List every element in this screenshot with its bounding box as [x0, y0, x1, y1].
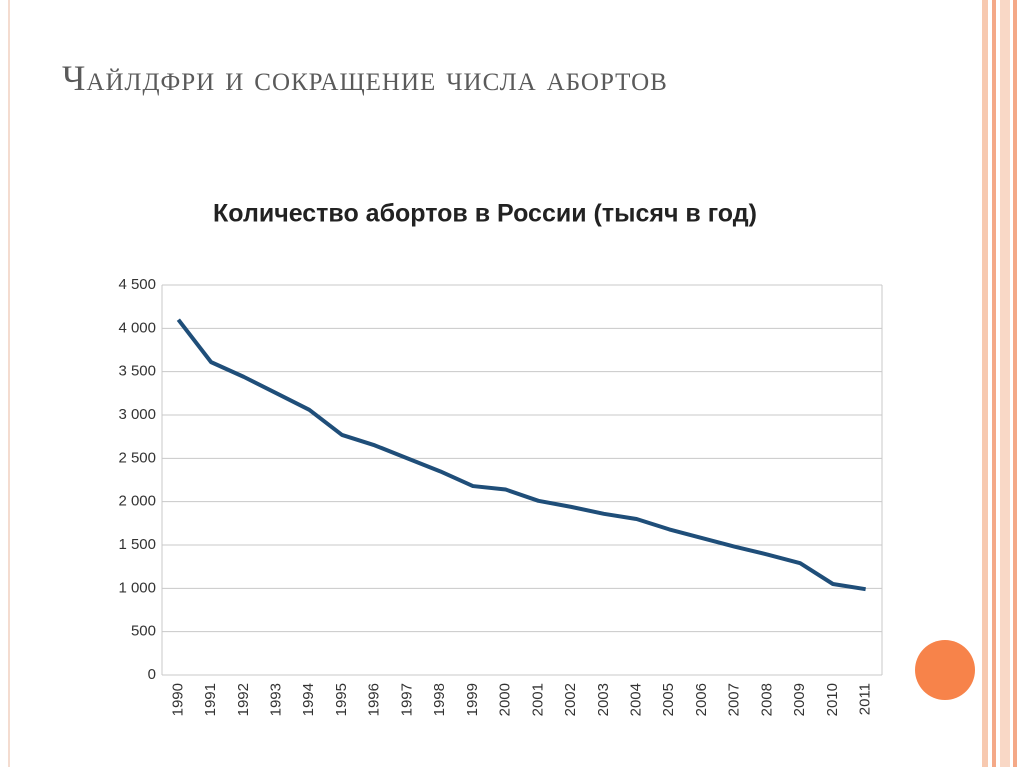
x-tick-label: 1992	[235, 683, 252, 716]
chart-title: Количество абортов в России (тысяч в год…	[213, 200, 757, 228]
stripe	[982, 0, 988, 767]
decor-circle	[915, 640, 975, 700]
y-tick-label: 2 500	[118, 449, 156, 466]
y-tick-label: 4 000	[118, 319, 156, 336]
x-tick-label: 2001	[529, 683, 546, 716]
x-tick-label: 2000	[497, 683, 514, 716]
y-tick-label: 3 000	[118, 406, 156, 423]
x-tick-label: 1996	[366, 683, 383, 716]
y-tick-label: 1 000	[118, 579, 156, 596]
y-tick-label: 4 500	[118, 276, 156, 293]
x-tick-label: 1997	[398, 683, 415, 716]
data-line	[176, 318, 866, 592]
x-tick-label: 2008	[758, 683, 775, 716]
x-tick-label: 1994	[300, 683, 317, 716]
y-tick-label: 500	[131, 623, 156, 640]
x-tick-label: 2011	[857, 683, 874, 715]
x-tick-label: 2002	[562, 683, 579, 716]
x-tick-label: 1991	[202, 683, 219, 716]
x-tick-label: 2010	[824, 683, 841, 716]
x-tick-label: 2004	[628, 683, 645, 716]
stripe	[1013, 0, 1017, 767]
x-tick-label: 2005	[660, 683, 677, 716]
x-tick-label: 1993	[268, 683, 285, 716]
x-tick-label: 1998	[431, 683, 448, 716]
x-tick-label: 2009	[791, 683, 808, 716]
y-tick-label: 1 500	[118, 536, 156, 553]
y-tick-label: 3 500	[118, 363, 156, 380]
y-tick-label: 0	[148, 666, 156, 683]
x-tick-label: 2003	[595, 683, 612, 716]
x-tick-label: 1999	[464, 683, 481, 716]
x-tick-label: 2007	[726, 683, 743, 716]
x-tick-label: 2006	[693, 683, 710, 716]
y-tick-label: 2 000	[118, 493, 156, 510]
slide-title: Чайлдфри и сокращение числа абортов	[62, 58, 668, 98]
stripe	[1000, 0, 1010, 767]
stripe	[992, 0, 996, 767]
x-tick-label: 1995	[333, 683, 350, 716]
x-tick-label: 1990	[169, 683, 186, 716]
